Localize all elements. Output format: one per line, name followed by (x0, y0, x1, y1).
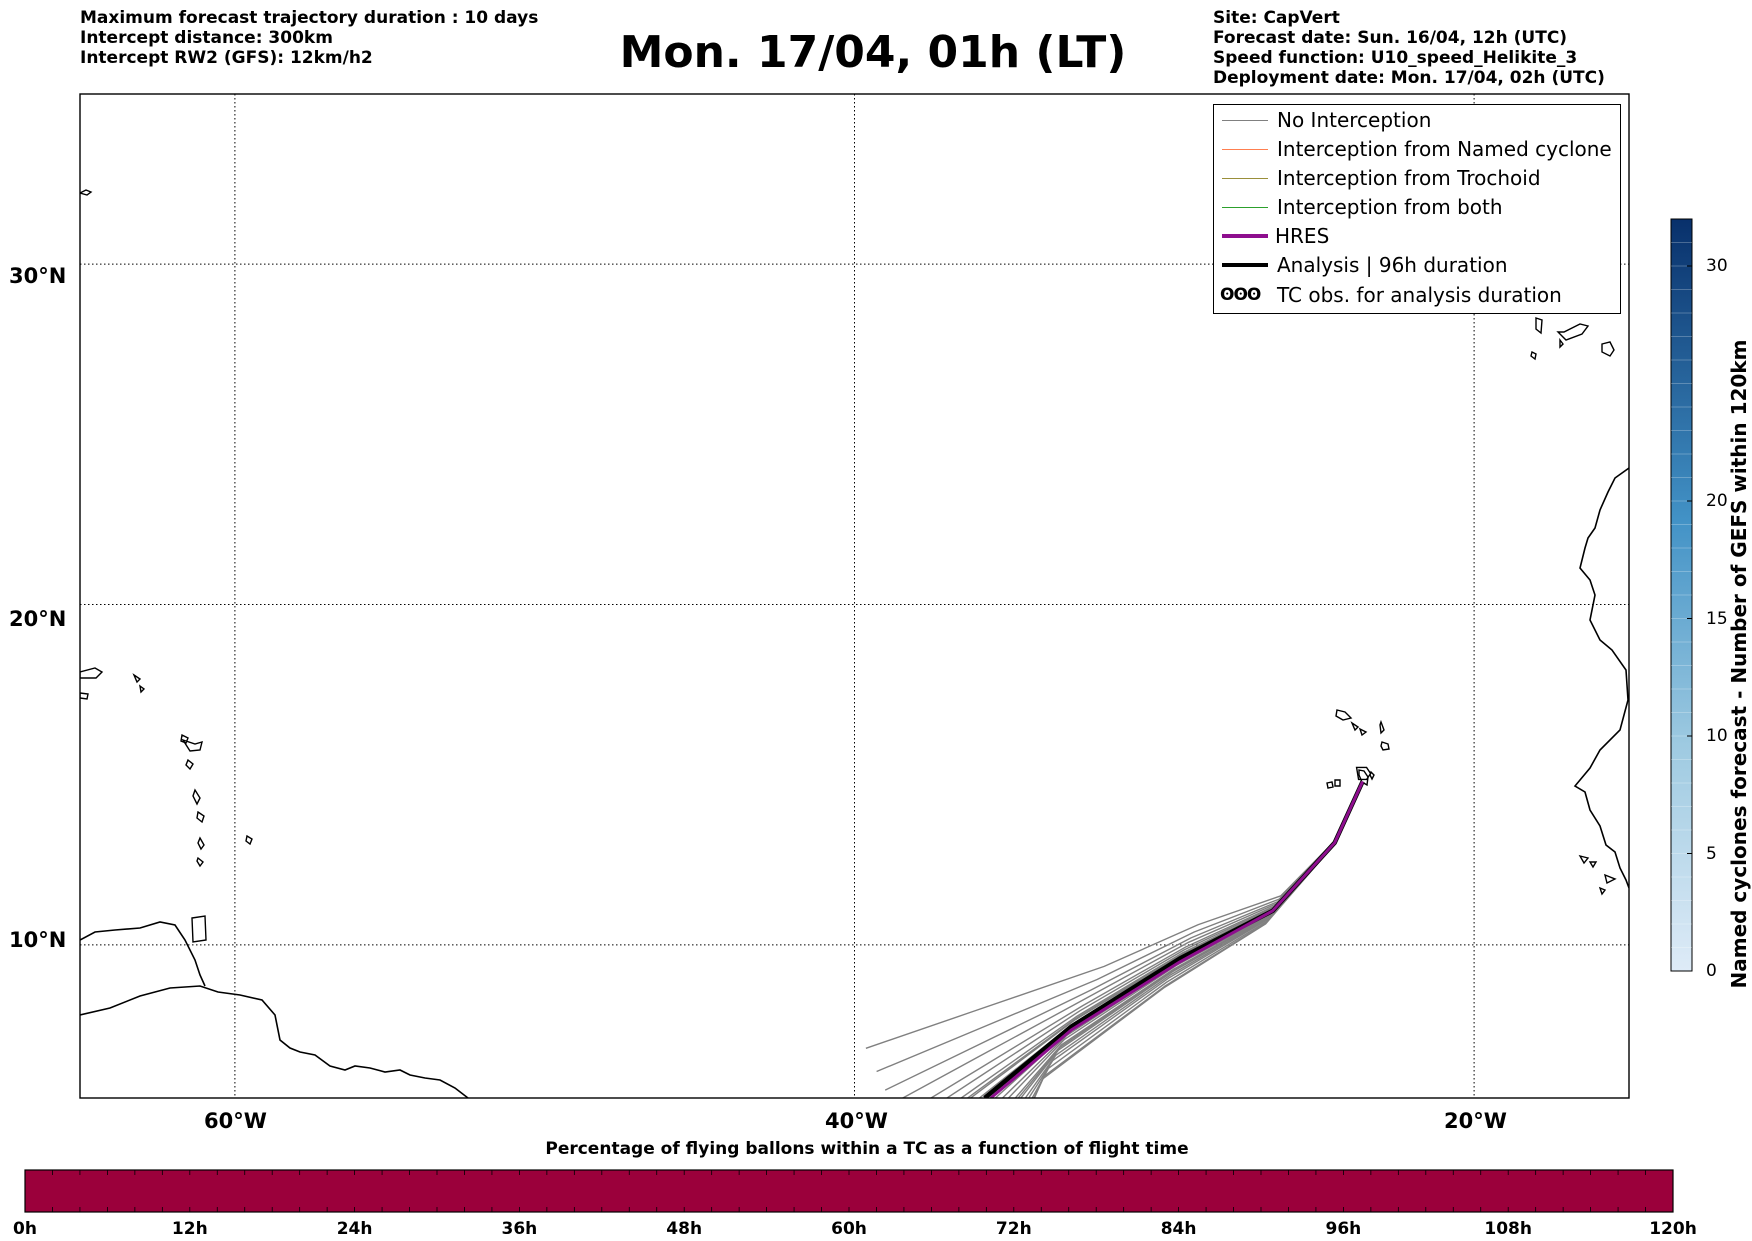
lon-label-40w: 40°W (825, 1109, 888, 1133)
ensemble-trajectory (901, 781, 1364, 1098)
legend-item-no-interception: No Interception (1214, 106, 1620, 135)
site-info: Site: CapVert Forecast date: Sun. 16/04,… (1213, 8, 1605, 88)
coastline-west-africa (1573, 467, 1629, 889)
legend-swatch (1222, 207, 1268, 208)
map-title: Mon. 17/04, 01h (LT) (619, 27, 1127, 78)
site-name: Site: CapVert (1213, 8, 1340, 28)
param-max-duration: Maximum forecast trajectory duration : 1… (80, 8, 539, 28)
param-intercept-rw2: Intercept RW2 (GFS): 12km/h2 (80, 48, 373, 68)
lon-label-60w: 60°W (204, 1109, 267, 1133)
ensemble-trajectory (959, 781, 1364, 1098)
islands-canaries (1530, 317, 1615, 361)
param-intercept-distance: Intercept distance: 300km (80, 28, 333, 48)
flight-bar-tick-label: 60h (831, 1219, 867, 1239)
flight-bar-tick-label: 36h (501, 1219, 538, 1239)
island-trinidad (191, 915, 207, 943)
analysis-trajectory (983, 780, 1365, 1098)
flight-bar-tick-label: 120h (1649, 1219, 1697, 1239)
cyclone-colorbar (1670, 218, 1693, 972)
islands-lesser-antilles (180, 733, 205, 868)
ensemble-trajectory (865, 781, 1364, 1049)
flight-bar-ticks (24, 1170, 1674, 1212)
legend-swatch (1222, 149, 1268, 150)
flight-bar-tick-label: 84h (1160, 1219, 1197, 1239)
deployment-date: Deployment date: Mon. 17/04, 02h (UTC) (1213, 68, 1605, 88)
lat-label-30n: 30°N (9, 264, 67, 288)
island-madeira-north (80, 189, 93, 196)
flight-bar-tick-label: 72h (995, 1219, 1032, 1239)
tc-observation-icon: ʘʘʘ (1220, 285, 1261, 305)
flight-bar-tick-label: 96h (1325, 1219, 1362, 1239)
map-frame (79, 93, 1630, 1099)
flight-time-bar (24, 1169, 1674, 1213)
coastline-venezuela-north (80, 921, 206, 987)
forecast-parameters: Maximum forecast trajectory duration : 1… (80, 8, 538, 68)
lat-label-10n: 10°N (9, 928, 67, 952)
forecast-date: Forecast date: Sun. 16/04, 12h (UTC) (1213, 28, 1568, 48)
legend-item-trochoid: Interception from Trochoid (1214, 164, 1620, 193)
ensemble-trajectory (929, 781, 1364, 1098)
hres-trajectory (989, 780, 1364, 1098)
flight-bar-title: Percentage of flying ballons within a TC… (545, 1139, 1189, 1159)
ensemble-trajectory (994, 781, 1364, 1098)
legend: No Interception Interception from Named … (1213, 104, 1621, 314)
flight-bar-tick-label: 0h (13, 1219, 37, 1239)
lat-label-20n: 20°N (9, 607, 67, 631)
colorbar-label: Named cyclones forecast - Number of GEFS… (1727, 339, 1751, 989)
flight-bar-tick-label: 108h (1484, 1219, 1532, 1239)
flight-bar-tick-label: 48h (666, 1219, 703, 1239)
ensemble-trajectory (1027, 781, 1364, 1098)
legend-swatch (1222, 263, 1268, 267)
speed-function: Speed function: U10_speed_Helikite_3 (1213, 48, 1578, 68)
coastline-caribbean-south-america (80, 985, 469, 1098)
launch-site-island (1355, 766, 1372, 781)
ensemble-trajectory (969, 781, 1364, 1098)
legend-item-tc-obs: ʘʘʘ TC obs. for analysis duration (1214, 281, 1620, 310)
graticule (80, 94, 1629, 1098)
legend-swatch (1222, 178, 1268, 179)
legend-swatch (1222, 120, 1268, 121)
islands-puerto-rico (80, 667, 146, 700)
legend-swatch (1222, 234, 1268, 238)
lon-label-20w: 20°W (1444, 1109, 1507, 1133)
ensemble-trajectory (884, 781, 1364, 1091)
islands-bissagos (1578, 854, 1617, 896)
colorbar-tick-label: 15 (1706, 608, 1728, 629)
colorbar-tick-label: 20 (1706, 491, 1728, 511)
colorbar-tick-label: 30 (1706, 256, 1728, 276)
analysis-and-hres (983, 780, 1365, 1098)
island-barbados (245, 834, 253, 846)
islands-cape-verde (1326, 709, 1390, 789)
flight-bar-tick-label: 24h (336, 1219, 373, 1239)
flight-bar-tick-label: 12h (171, 1219, 208, 1239)
colorbar-band-lines (1671, 242, 1692, 972)
colorbar-tick-label: 0 (1706, 961, 1717, 981)
coastlines (80, 189, 1629, 1098)
legend-item-named-cyclone: Interception from Named cyclone (1214, 135, 1620, 164)
legend-item-analysis: Analysis | 96h duration (1214, 251, 1620, 280)
ensemble-trajectory (876, 781, 1364, 1073)
legend-item-hres: HRES (1214, 222, 1620, 251)
legend-item-both: Interception from both (1214, 193, 1620, 222)
colorbar-tick-label: 10 (1706, 726, 1728, 746)
colorbar-tick-label: 5 (1706, 843, 1717, 864)
